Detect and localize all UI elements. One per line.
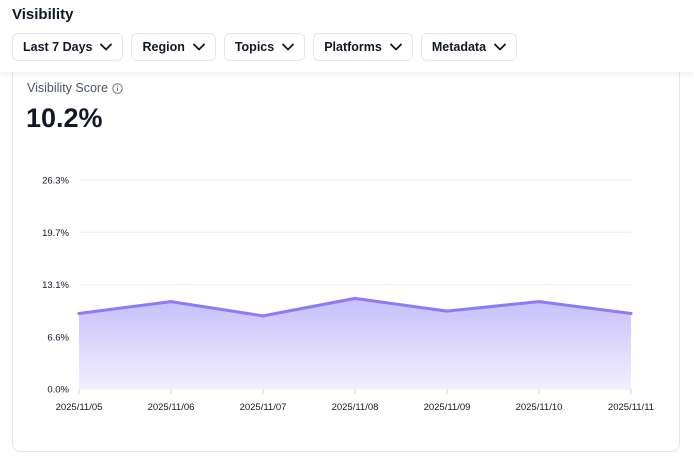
series-area <box>79 298 631 389</box>
date-range-filter[interactable]: Last 7 Days <box>12 33 124 61</box>
data-point <box>445 309 449 313</box>
x-tick-label: 2025/11/05 <box>56 402 103 413</box>
platforms-filter[interactable]: Platforms <box>313 33 413 61</box>
x-tick-label: 2025/11/06 <box>148 402 195 413</box>
data-point <box>353 296 357 300</box>
data-point <box>261 314 265 318</box>
metadata-filter[interactable]: Metadata <box>420 33 518 61</box>
filter-label: Region <box>142 40 185 54</box>
y-tick-label: 19.7% <box>42 228 69 239</box>
filter-label: Platforms <box>324 40 382 54</box>
visibility-score-card: Visibility Score 10.2% 0.0% 6.6% 13.1% 19.7… <box>12 62 680 452</box>
x-tick-label: 2025/11/08 <box>332 402 379 413</box>
metric-value: 10.2% <box>26 103 103 133</box>
metric-label-text: Visibility Score <box>27 81 109 95</box>
filter-label: Last 7 Days <box>23 40 93 54</box>
y-tick-label: 26.3% <box>42 176 69 187</box>
data-point <box>77 312 81 316</box>
chevron-down-icon <box>192 43 205 51</box>
x-tick-label: 2025/11/09 <box>424 402 471 413</box>
filter-label: Topics <box>234 40 275 54</box>
chevron-down-icon <box>494 43 506 51</box>
filter-bar: Last 7 Days Region Topics Platforms Meta… <box>12 33 518 61</box>
filter-label: Metadata <box>431 40 487 54</box>
chevron-down-icon <box>389 43 402 51</box>
x-tick-label: 2025/11/07 <box>240 402 287 413</box>
header-bar: Visibility Last 7 Days Region Topics Pla… <box>0 0 694 72</box>
region-filter[interactable]: Region <box>131 33 216 61</box>
data-point <box>629 312 633 316</box>
x-tick-label: 2025/11/10 <box>516 402 563 413</box>
y-tick-label: 0.0% <box>47 385 69 396</box>
y-tick-label: 6.6% <box>47 332 69 343</box>
page-title: Visibility <box>12 6 74 23</box>
topics-filter[interactable]: Topics <box>223 33 306 61</box>
x-tick-label: 2025/11/11 <box>608 402 654 413</box>
info-icon[interactable] <box>112 82 123 94</box>
metric-label: Visibility Score <box>27 81 123 95</box>
chevron-down-icon <box>282 43 295 51</box>
data-point <box>169 300 173 304</box>
visibility-area-chart: 0.0% 6.6% 13.1% 19.7% 26.3% 2025/11/05 2025/11… <box>42 176 654 414</box>
y-tick-label: 13.1% <box>42 280 69 291</box>
data-point <box>537 300 541 304</box>
chevron-down-icon <box>100 43 113 51</box>
